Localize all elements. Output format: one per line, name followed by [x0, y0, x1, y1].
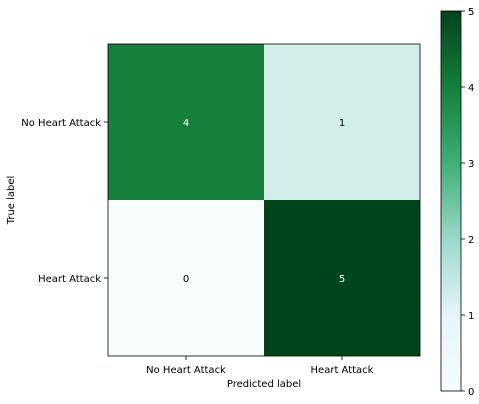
colorbar-tick-label: 2	[468, 235, 474, 246]
cell-value-label: 5	[339, 274, 345, 285]
y-tick-label: No Heart Attack	[21, 118, 101, 129]
cell-value-label: 1	[339, 118, 345, 129]
heatmap-cells	[108, 44, 420, 356]
heatmap-cell	[264, 44, 420, 200]
cell-value-label: 0	[183, 274, 189, 285]
plot-frame	[107, 43, 421, 357]
x-tick-label: No Heart Attack	[146, 365, 226, 376]
heatmap-cell	[108, 44, 264, 200]
heatmap-cell-labels: 4 1 0 5	[183, 118, 345, 285]
cell-value-label: 4	[183, 118, 189, 129]
heatmap-cell	[108, 200, 264, 356]
colorbar-tick-label: 5	[468, 7, 474, 18]
y-tick-label: Heart Attack	[38, 274, 101, 285]
colorbar-tick-label: 0	[468, 387, 474, 398]
colorbar-ticks: 0 1 2 3 4 5	[461, 7, 474, 398]
colorbar-tick-label: 4	[468, 83, 474, 94]
y-axis-ticks: No Heart Attack Heart Attack	[21, 118, 108, 285]
x-axis-label: Predicted label	[227, 379, 301, 390]
heatmap-cell	[264, 200, 420, 356]
y-axis-label: True label	[6, 176, 17, 226]
colorbar-tick-label: 1	[468, 311, 474, 322]
colorbar-tick-label: 3	[468, 159, 474, 170]
x-axis-ticks: No Heart Attack Heart Attack	[146, 356, 374, 376]
colorbar	[440, 10, 462, 392]
x-tick-label: Heart Attack	[311, 365, 374, 376]
